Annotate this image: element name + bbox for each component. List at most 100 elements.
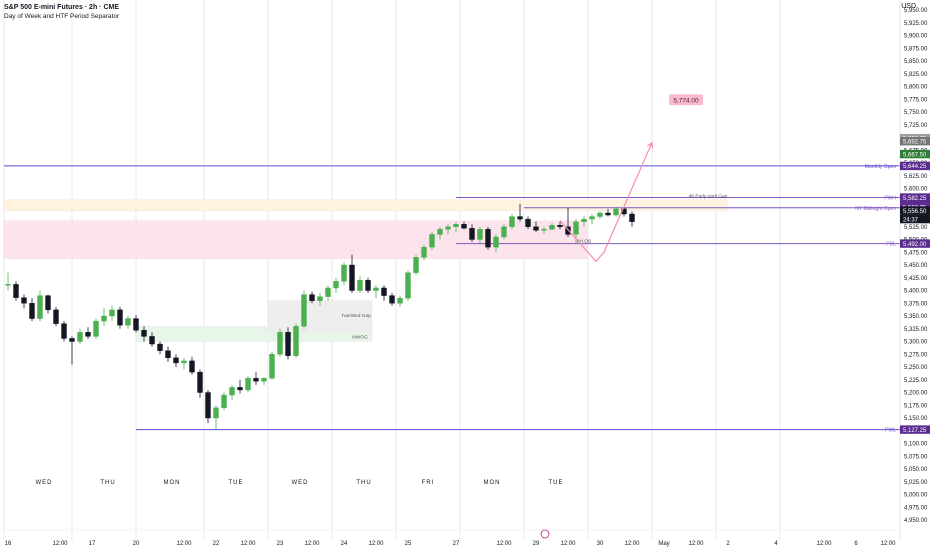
time-tick-label: 12:00: [368, 541, 384, 547]
price-tick-label: 5,025.00: [904, 480, 928, 486]
candle-body: [109, 309, 115, 317]
candle-body: [85, 332, 91, 337]
candle-body: [189, 360, 195, 373]
time-tick-label: 20: [133, 541, 140, 547]
candle-body: [93, 320, 99, 337]
time-tick-label: 12:00: [816, 541, 832, 547]
candle-body: [293, 326, 299, 356]
day-label: MON: [164, 480, 181, 486]
price-tag-label: 5,582.25: [903, 196, 927, 202]
level-label: NY Midnight Open: [855, 206, 896, 212]
candle-body: [381, 287, 387, 296]
price-tick-label: 5,150.00: [904, 416, 928, 422]
candle-body: [181, 360, 187, 364]
indicator-name: Day of Week and HTF Period Separator: [4, 13, 120, 20]
candle-body: [581, 218, 587, 222]
price-tick-label: 5,175.00: [904, 403, 928, 409]
candle-body: [5, 284, 11, 286]
price-tag-label: 5,492.00: [903, 242, 927, 248]
candle-body: [133, 318, 139, 331]
price-tag: [900, 161, 930, 171]
day-label: WED: [36, 480, 53, 486]
candle-body: [469, 228, 475, 240]
candles-layer: [5, 203, 635, 430]
annotations-layer: 4h Early April Gap Tue/Wed Gap NWOG 8H OB: [341, 194, 727, 341]
time-tick-label: 25: [405, 541, 412, 547]
candle-body: [525, 218, 531, 227]
time-tick-label: 23: [277, 541, 284, 547]
candle-body: [45, 295, 51, 311]
time-tick-label: 2: [726, 541, 730, 547]
price-tick-label: 5,850.00: [904, 59, 928, 65]
candle-body: [453, 223, 459, 227]
price-tick-label: 5,350.00: [904, 314, 928, 320]
candle-body: [373, 287, 379, 291]
price-tick-label: 5,100.00: [904, 442, 928, 448]
candle-body: [437, 229, 443, 235]
candle-body: [165, 350, 171, 359]
time-tick-label: 12:00: [560, 541, 576, 547]
day-label: THU: [356, 480, 371, 486]
candle-body: [533, 226, 539, 231]
price-tick-label: 5,725.00: [904, 123, 928, 129]
candle-body: [549, 225, 555, 230]
candle-body: [341, 264, 347, 282]
price-axis: 4,950.00 4,975.00 5,000.00 5,025.00 5,050.00…: [899, 0, 928, 540]
price-tick-label: 5,950.00: [904, 8, 928, 14]
time-tick-label: 6: [854, 541, 858, 547]
price-tag-label: 5,556.50: [903, 209, 927, 215]
candle-body: [397, 297, 403, 304]
time-axis: 16 12:00 17 20 12:00 22 12:00 23 12:00 24 12:00 25 2…: [0, 529, 900, 547]
price-tick-label: 5,425.00: [904, 276, 928, 282]
annotation-label: 8H OB: [577, 239, 591, 245]
day-label: MON: [484, 480, 501, 486]
candle-body: [517, 216, 523, 220]
annotation-label: Tue/Wed Gap: [341, 313, 371, 319]
price-tick-label: 5,450.00: [904, 263, 928, 269]
price-tick-label: 5,525.00: [904, 225, 928, 231]
time-tick-label: 27: [453, 541, 460, 547]
candle-body: [325, 287, 331, 297]
candle-body: [21, 297, 27, 304]
target-badge-label: 5,774.00: [673, 97, 699, 104]
grid-layer: [3, 0, 781, 540]
candle-body: [29, 303, 35, 319]
price-tag: [900, 193, 930, 202]
candle-body: [253, 378, 259, 382]
time-tick-label: 12:00: [52, 541, 68, 547]
zone-box: [3, 220, 589, 260]
time-tick-label: 12:00: [240, 541, 256, 547]
price-tag: [900, 206, 930, 215]
price-tick-label: 5,475.00: [904, 250, 928, 256]
price-tick-label: 5,750.00: [904, 110, 928, 116]
candle-body: [285, 332, 291, 356]
zone-box: [3, 199, 729, 212]
candle-body: [493, 236, 499, 248]
price-tick-label: 5,900.00: [904, 34, 928, 40]
day-label: TUE: [229, 480, 244, 486]
candle-body: [629, 213, 635, 222]
candle-body: [237, 387, 243, 391]
price-tick-label: 5,800.00: [904, 85, 928, 91]
candle-body: [421, 246, 427, 258]
price-tick-label: 5,200.00: [904, 391, 928, 397]
candle-body: [149, 336, 155, 345]
chart-header: S&P 500 E-mini Futures · 2h · CME Day of…: [4, 3, 119, 21]
time-tick-label: 30: [597, 541, 604, 547]
time-tick-label: 4: [774, 541, 778, 547]
level-label: PWL: [885, 428, 896, 434]
time-tick-label: 22: [213, 541, 220, 547]
candle-body: [69, 338, 75, 342]
price-tick-label: 4,975.00: [904, 505, 928, 511]
time-tick-label: 12:00: [880, 541, 896, 547]
candle-body: [117, 309, 123, 326]
time-tick-label: 12:00: [176, 541, 192, 547]
price-tick-label: 5,000.00: [904, 493, 928, 499]
time-tick-label: 17: [89, 541, 96, 547]
candle-body: [301, 294, 307, 327]
candle-body: [261, 378, 267, 382]
annotation-label: 4h Early April Gap: [689, 194, 728, 200]
time-tick-label: 12:00: [496, 541, 512, 547]
